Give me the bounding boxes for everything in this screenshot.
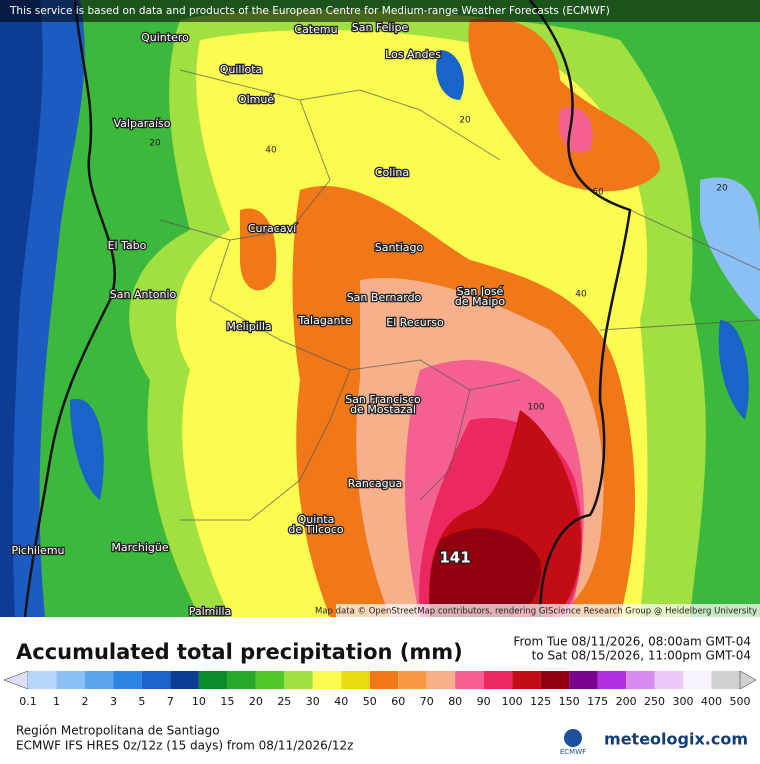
- place-label: Olmué: [238, 93, 274, 106]
- contour-label: 40: [575, 290, 587, 300]
- legend-label: 175: [587, 695, 608, 708]
- legend-swatch: [540, 671, 570, 689]
- legend-label: 1: [53, 695, 60, 708]
- logo-left: ECMWF: [560, 748, 586, 756]
- legend-label: 10: [192, 695, 206, 708]
- place-label: San Felipe: [352, 21, 409, 34]
- legend-label: 150: [559, 695, 580, 708]
- attribution: Map data © OpenStreetMap contributors, r…: [315, 607, 757, 617]
- place-label: Quinta: [298, 513, 335, 526]
- date-to: to Sat 08/15/2026, 11:00pm GMT-04: [532, 649, 751, 663]
- legend-label: 0.1: [19, 695, 37, 708]
- legend-swatch: [56, 671, 85, 689]
- legend-label: 40: [334, 695, 348, 708]
- legend-swatch: [113, 671, 142, 689]
- place-label: Talagante: [297, 314, 351, 327]
- place-label: San José: [457, 285, 504, 298]
- legend-swatch: [654, 671, 684, 689]
- legend-swatch: [683, 671, 712, 689]
- legend-swatch: [28, 671, 57, 689]
- place-label: de Tilcoco: [288, 523, 344, 536]
- legend-swatch: [341, 671, 370, 689]
- legend-swatch: [455, 671, 484, 689]
- legend-swatch: [483, 671, 513, 689]
- contour-label: 100: [527, 403, 544, 413]
- place-label: de Mostazal: [350, 403, 416, 416]
- legend-label: 100: [502, 695, 523, 708]
- legend-label: 90: [477, 695, 491, 708]
- place-label: El Tabo: [108, 239, 147, 252]
- model: ECMWF IFS HRES 0z/12z (15 days) from 08/…: [16, 739, 353, 753]
- legend-label: 20: [249, 695, 263, 708]
- legend-label: 70: [420, 695, 434, 708]
- legend-label: 80: [448, 695, 462, 708]
- legend-label: 25: [277, 695, 291, 708]
- legend-label: 500: [730, 695, 751, 708]
- legend-swatch: [569, 671, 598, 689]
- legend-swatch: [369, 671, 399, 689]
- legend-label: 200: [616, 695, 637, 708]
- legend-swatch: [284, 671, 313, 689]
- place-label: Los Andes: [385, 48, 441, 61]
- legend-swatch: [227, 671, 256, 689]
- place-label: Marchigüe: [111, 541, 169, 554]
- place-label: San Francisco: [345, 393, 421, 406]
- place-label: El Recurso: [386, 316, 444, 329]
- map: This service is based on data and produc…: [0, 0, 760, 619]
- legend-swatch: [141, 671, 171, 689]
- legend-label: 2: [81, 695, 88, 708]
- place-label: Santiago: [375, 241, 424, 254]
- notice: This service is based on data and produc…: [9, 5, 610, 17]
- region: Región Metropolitana de Santiago: [16, 724, 220, 738]
- legend-label: 50: [363, 695, 377, 708]
- contour-label: 20: [459, 116, 471, 126]
- legend-swatch: [84, 671, 114, 689]
- place-label: Quintero: [141, 31, 189, 44]
- place-label: Rancagua: [348, 477, 403, 490]
- place-label: Quillota: [220, 63, 263, 76]
- legend-label: 250: [644, 695, 665, 708]
- legend-swatch: [711, 671, 740, 689]
- logo-right: meteologix.com: [604, 730, 748, 749]
- date-from: From Tue 08/11/2026, 08:00am GMT-04: [513, 635, 751, 649]
- title: Accumulated total precipitation (mm): [16, 640, 463, 664]
- place-label: Valparaíso: [114, 117, 171, 130]
- legend-label: 5: [138, 695, 145, 708]
- legend-swatch: [198, 671, 228, 689]
- place-label: Colina: [375, 166, 409, 179]
- contour-label: 20: [149, 139, 161, 149]
- contour-label: 20: [716, 184, 728, 194]
- place-label: San Bernardo: [347, 291, 422, 304]
- legend-swatch: [626, 671, 655, 689]
- legend-label: 300: [673, 695, 694, 708]
- contour-label: 40: [265, 146, 277, 156]
- legend-swatch: [312, 671, 342, 689]
- legend-label: 60: [391, 695, 405, 708]
- place-label: Melipilla: [226, 320, 271, 333]
- place-label: San Antonio: [110, 288, 177, 301]
- place-label: Pichilemu: [11, 544, 64, 557]
- place-label: Catemu: [294, 23, 337, 36]
- legend-swatch: [398, 671, 427, 689]
- legend-label: 7: [167, 695, 174, 708]
- legend-swatch: [255, 671, 285, 689]
- place-label: Curacaví: [248, 222, 297, 235]
- place-label: de Maipo: [455, 295, 506, 308]
- legend-arrow-right: [739, 670, 757, 690]
- contour-label: 60: [592, 188, 604, 198]
- legend-swatch: [426, 671, 456, 689]
- legend-swatch: [512, 671, 541, 689]
- legend-label: 15: [220, 695, 234, 708]
- legend-label: 400: [701, 695, 722, 708]
- place-label: Palmilla: [189, 605, 232, 618]
- max-value: 141: [439, 549, 470, 567]
- legend-swatch: [170, 671, 199, 689]
- legend-label: 125: [530, 695, 551, 708]
- legend-label: 30: [306, 695, 320, 708]
- legend-label: 3: [110, 695, 117, 708]
- legend-swatch: [597, 671, 627, 689]
